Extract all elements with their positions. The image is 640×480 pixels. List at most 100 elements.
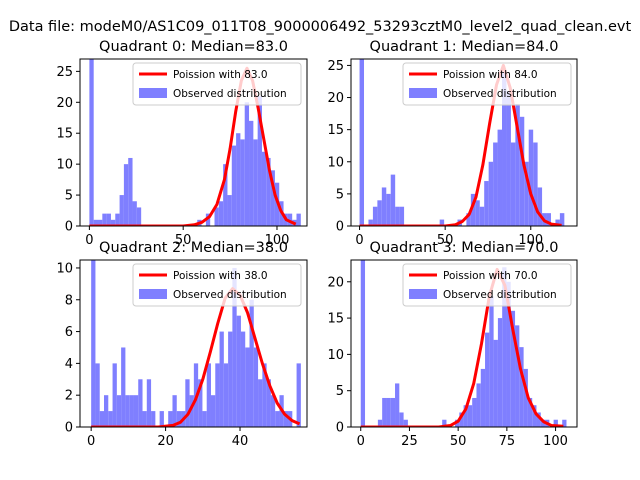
- quadrant-1-plot: 0 50 100 0 5 10 15 20 25 Quadrant 1: Median=84.0 P…: [327, 39, 578, 248]
- y-tick-label: 20: [327, 275, 344, 290]
- histogram-bars: [359, 59, 565, 226]
- y-tick-label: 15: [327, 123, 344, 138]
- histogram-bar: [232, 267, 237, 427]
- x-tick-label: 75: [499, 434, 516, 449]
- histogram-bar: [377, 419, 383, 427]
- histogram-bar: [372, 206, 378, 226]
- y-tick-label: 20: [327, 91, 344, 106]
- histogram-bar: [467, 405, 473, 427]
- histogram-bar: [176, 411, 182, 427]
- histogram-bar: [115, 213, 120, 226]
- histogram-bar: [493, 142, 498, 226]
- x-tick-label: 0: [87, 434, 95, 449]
- histogram-bar: [506, 91, 511, 226]
- histogram-bar: [95, 363, 100, 427]
- figure-suptitle: Data file: modeM0/AS1C09_011T08_90000064…: [9, 19, 632, 35]
- histogram-bar: [253, 139, 258, 226]
- histogram-bar: [128, 157, 133, 226]
- histogram-bar: [497, 318, 503, 427]
- histogram-bar: [395, 383, 400, 427]
- histogram-bar: [270, 170, 275, 226]
- legend-box: [132, 263, 302, 307]
- histogram-bar: [562, 419, 567, 427]
- histogram-bar: [390, 174, 396, 226]
- histogram-bar: [133, 395, 139, 427]
- histogram-bar: [377, 200, 382, 226]
- histogram-bar: [283, 411, 289, 427]
- quadrant-3-plot: 0 25 50 75 100 0 5 10 15 20 Quadrant 3: Median=70.…: [327, 240, 578, 449]
- histogram-bar: [102, 213, 107, 226]
- histogram-bar: [527, 397, 533, 427]
- histogram-bar: [223, 164, 228, 226]
- histogram-bar: [132, 201, 137, 226]
- histogram-bar: [249, 299, 254, 427]
- histogram-bar: [99, 411, 105, 427]
- histogram-bar: [489, 296, 494, 427]
- histogram-bar: [202, 411, 207, 427]
- y-tick-label: 4: [65, 357, 73, 372]
- histogram-bar: [466, 213, 471, 226]
- histogram-bar: [104, 395, 109, 427]
- histogram-bar: [559, 213, 565, 226]
- y-tick-label: 25: [56, 65, 73, 80]
- axes-frame: [350, 259, 578, 428]
- histogram-bar: [189, 395, 194, 427]
- legend-label-poisson: Poission with 70.0: [443, 270, 538, 282]
- y-tick-label: 8: [65, 293, 73, 308]
- histogram-bar: [89, 59, 94, 226]
- histogram-bar: [493, 339, 498, 427]
- histogram-bar: [536, 412, 541, 427]
- histogram-bar: [533, 142, 538, 226]
- histogram-bar: [93, 219, 99, 226]
- histogram-bar: [262, 363, 267, 427]
- histogram-bar: [463, 405, 468, 427]
- histogram-bar: [206, 363, 211, 427]
- histogram-bar: [510, 142, 516, 226]
- histogram-bar: [245, 347, 250, 427]
- histogram-bars: [91, 260, 301, 427]
- legend-label-observed: Observed distribution: [443, 289, 557, 301]
- histogram-bar: [146, 379, 152, 427]
- histogram-bar: [439, 219, 445, 226]
- legend-swatch-bar: [409, 88, 437, 98]
- legend-box: [402, 62, 572, 106]
- legend: Poission with 38.0 Observed distribution: [132, 263, 302, 307]
- histogram-bar: [129, 395, 134, 427]
- histogram-bar: [116, 395, 122, 427]
- histogram-bar: [470, 193, 476, 226]
- histogram-bar: [253, 347, 259, 427]
- histogram-bar: [244, 102, 250, 226]
- histogram-bar: [270, 395, 276, 427]
- histogram-bar: [480, 368, 486, 427]
- histogram-bar: [390, 397, 396, 427]
- histogram-bar: [502, 267, 507, 427]
- histogram-bar: [519, 347, 524, 427]
- histogram-bar: [537, 187, 543, 226]
- x-tick-label: 50: [450, 434, 467, 449]
- x-tick-label: 100: [518, 233, 543, 248]
- histogram-bar: [231, 145, 237, 226]
- x-tick-label: 0: [85, 233, 93, 248]
- y-tick-label: 25: [327, 59, 344, 74]
- histogram-bar: [524, 161, 529, 226]
- histogram-bar: [110, 219, 116, 226]
- histogram-bar: [519, 116, 525, 226]
- histogram-bar: [403, 419, 408, 427]
- histogram-bar: [218, 201, 224, 226]
- legend: Poission with 70.0 Observed distribution: [402, 263, 572, 307]
- histogram-bar: [459, 412, 464, 427]
- histogram-bar: [360, 260, 366, 427]
- histogram-bar: [476, 383, 481, 427]
- legend-swatch-bar: [139, 88, 167, 98]
- histogram-bar: [515, 325, 520, 427]
- histogram-bar: [210, 395, 216, 427]
- histogram-bar: [228, 331, 233, 427]
- histogram-bar: [219, 331, 224, 427]
- histogram-bar: [172, 395, 177, 427]
- histogram-bar: [475, 200, 480, 226]
- legend-box: [402, 263, 572, 307]
- quadrant-2-plot: 0 20 40 0 2 4 6 8 10 Quadrant 2: Median=38.0 Poiss…: [56, 240, 308, 449]
- x-tick-label: 40: [232, 434, 249, 449]
- axes-frame: [350, 58, 578, 227]
